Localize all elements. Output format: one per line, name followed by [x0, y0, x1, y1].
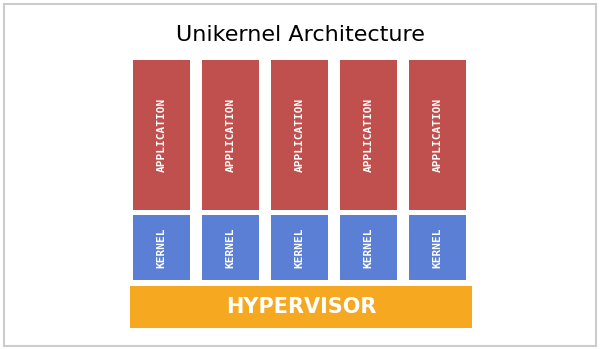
Text: APPLICATION: APPLICATION [157, 98, 167, 172]
Text: APPLICATION: APPLICATION [364, 98, 373, 172]
Text: Unikernel Architecture: Unikernel Architecture [176, 25, 424, 45]
Bar [409, 60, 466, 210]
Bar [202, 60, 259, 210]
Text: KERNEL: KERNEL [433, 227, 443, 268]
Bar [271, 215, 328, 280]
Text: KERNEL: KERNEL [226, 227, 235, 268]
Bar [409, 215, 466, 280]
Bar [130, 286, 472, 328]
Bar [202, 215, 259, 280]
Text: KERNEL: KERNEL [157, 227, 167, 268]
Bar [340, 60, 397, 210]
Bar [133, 215, 190, 280]
Text: APPLICATION: APPLICATION [433, 98, 443, 172]
Text: KERNEL: KERNEL [295, 227, 305, 268]
Bar [340, 215, 397, 280]
Text: APPLICATION: APPLICATION [226, 98, 235, 172]
Text: APPLICATION: APPLICATION [295, 98, 305, 172]
Bar [133, 60, 190, 210]
Text: HYPERVISOR: HYPERVISOR [226, 297, 376, 317]
Text: KERNEL: KERNEL [364, 227, 373, 268]
Bar [271, 60, 328, 210]
